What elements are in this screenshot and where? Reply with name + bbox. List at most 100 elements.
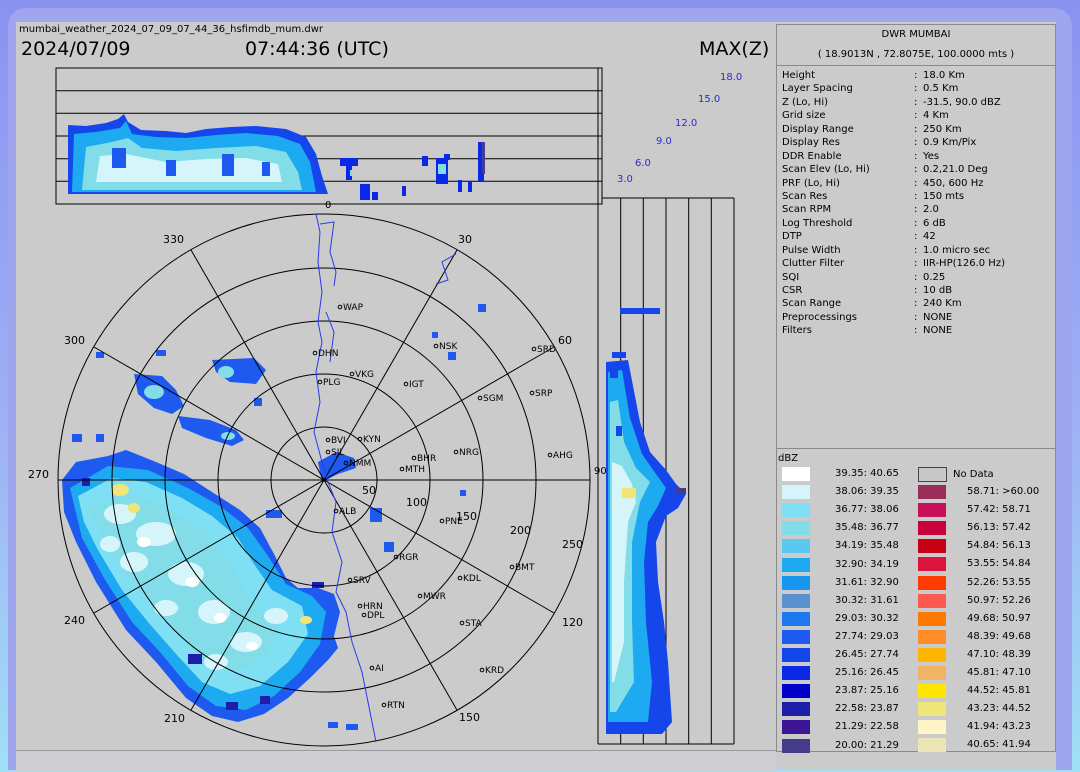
azimuth-label: 300 [64,334,85,347]
height-zero-label: 0 [325,200,331,211]
param-value: 4 Km [923,110,949,122]
param-value: 0.2,21.0 Deg [923,164,988,176]
divider [777,65,1055,66]
place-label: STA [465,619,483,629]
legend-label: 40.65: 41.94 [967,739,1031,751]
place-dot [349,371,355,377]
legend-swatch [918,684,946,699]
legend-label: 25.16: 26.45 [835,667,899,679]
height-label: 6.0 [635,158,651,169]
legend-swatch [782,503,810,518]
legend-swatch [918,666,946,680]
legend-swatch [782,684,810,699]
legend-swatch [782,485,810,500]
param-row: Filters: NONE [782,324,1005,337]
place-label: SRD [537,345,556,355]
param-separator: : [914,164,918,176]
param-separator: : [914,150,918,162]
radar-ppi: 30 60 120 150 210 240 270 300 330 50 100… [28,213,591,747]
legend-swatch [782,593,810,608]
place-label: SGM [483,394,503,404]
place-dot [399,466,405,472]
legend-swatch [918,575,946,590]
param-label: DDR Enable [782,150,842,162]
place-label: BMT [515,563,535,573]
place-dot [325,449,331,455]
param-separator: : [914,177,918,189]
legend-label: 21.29: 22.58 [835,721,899,733]
param-separator: : [914,311,918,323]
param-separator: : [914,231,918,243]
legend-swatch [782,738,810,753]
param-label: Pulse Width [782,244,841,256]
param-row: Scan Range:240 Km [782,297,1005,310]
param-label: SQI [782,271,800,283]
place-label: NSK [439,342,458,352]
param-separator: : [914,325,918,337]
param-row: Scan Elev (Lo, Hi):0.2,21.0 Deg [782,163,1005,176]
param-value: NONE [923,311,953,323]
place-markers: WAP DHN NSK SRD VKG PLG IGT SGM SRP BVI KYN SJL NMM M… [312,303,573,711]
place-label: PLG [323,378,340,388]
azimuth-label: 150 [459,711,480,724]
legend-label: 26.45: 27.74 [835,649,899,660]
scan-parameters: Height:18.0 Km Layer Spacing:0.5 Km Z (Lo,… [782,69,1005,338]
no-data-label: No Data [953,469,994,480]
legend-label: 54.84: 56.13 [967,540,1031,552]
legend-swatch [782,666,810,681]
param-label: Scan Elev (Lo, Hi) [782,164,870,176]
legend-label: 44.52: 45.81 [967,685,1031,697]
place-label: IGT [409,380,424,390]
station-coordinates: ( 18.9013N , 72.8075E, 100.0000 mts ) [817,49,1015,60]
param-value: 2.0 [923,204,939,216]
place-label: AHG [553,451,573,461]
top-height-panel: 18.0 15.0 12.0 9.0 6.0 3.0 0 [55,67,742,211]
legend-label: 52.26: 53.55 [967,576,1031,588]
place-label: BHR [417,454,436,464]
legend-label: 47.10: 48.39 [967,648,1031,660]
legend-label: 35.48: 36.77 [835,522,899,534]
place-label: DHN [318,349,338,359]
station-name: DWR MUMBAI [881,29,951,40]
place-label: RGR [399,553,418,563]
param-row: Pulse Width:1.0 micro sec [782,244,1005,257]
param-label: CSR [782,285,803,296]
place-label: AI [375,664,384,674]
legend-swatch [918,611,946,626]
legend-label: 23.87: 25.16 [835,685,899,697]
place-label: MTH [405,465,425,475]
scan-date: 2024/07/09 [21,38,131,60]
product-name: MAX(Z) [699,38,770,60]
param-label: Scan Res [782,190,828,202]
scan-time: 07:44:36 (UTC) [245,38,389,60]
param-row: SQI:0.25 [782,271,1005,284]
param-row: Height:18.0 Km [782,69,1005,82]
legend-label: 58.71: >60.00 [967,486,1040,497]
legend-swatch [782,702,810,717]
place-dot [477,395,483,401]
place-dot [457,575,463,581]
legend-swatch [918,485,946,499]
param-value: 150 mts [923,190,965,202]
place-dot [411,455,417,461]
range-label: 50 [362,484,376,497]
param-label: Scan RPM [782,204,832,216]
param-value: 250 Km [923,123,962,135]
height-label: 18.0 [720,72,742,83]
legend-swatch [782,557,810,572]
param-row: DTP:42 [782,230,1005,243]
legend-swatch [782,575,810,590]
place-dot [357,603,363,609]
legend-label: 27.74: 29.03 [835,630,899,642]
legend-label: 20.00: 21.29 [835,739,899,751]
place-dot [531,346,537,352]
place-label: ALB [339,507,356,517]
place-label: VKG [355,370,374,380]
param-row: Display Range:250 Km [782,123,1005,136]
place-label: KDL [463,574,481,584]
legend-label: 29.03: 30.32 [835,612,899,624]
param-row: Grid size:4 Km [782,109,1005,122]
param-row: Display Res:0.9 Km/Pix [782,136,1005,149]
legend-label: 38.06: 39.35 [835,486,899,498]
place-dot [343,460,349,466]
